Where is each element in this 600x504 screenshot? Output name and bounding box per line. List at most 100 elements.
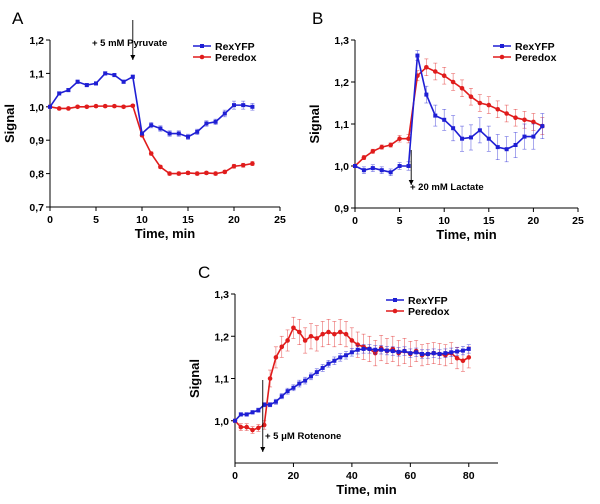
panel-b-y-tick-label: 1,0 xyxy=(334,161,349,173)
panel-c-legend-item-rexyfp: RexYFP xyxy=(386,295,448,307)
panel-a-annotation: + 5 mM Pyruvate xyxy=(92,20,167,60)
panel-a-series-rexyfp-point xyxy=(195,129,200,134)
panel-a-series-peredox-point xyxy=(84,104,90,110)
panel-c-legend-label: RexYFP xyxy=(408,295,448,307)
panel-a-series-rexyfp-point xyxy=(232,103,236,108)
panel-c-series-peredox-point xyxy=(291,325,296,331)
panel-a-x-tick-label: 0 xyxy=(47,214,53,226)
panel-a-series-peredox-point xyxy=(204,170,209,176)
panel-b-series-rexyfp-point xyxy=(468,135,473,140)
panel-a-series-rexyfp-point xyxy=(66,88,71,93)
panel-c-series-rexyfp-point xyxy=(373,347,378,352)
panel-c-series-rexyfp-point xyxy=(238,412,243,417)
panel-c-y-tick-label: 1,2 xyxy=(214,331,229,343)
panel-c-series-peredox-point xyxy=(466,355,472,360)
panel-c-x-axis-title: Time, min xyxy=(336,482,397,497)
panel-c-x-tick-label: 60 xyxy=(404,470,416,482)
panel-c-legend-item-peredox: Peredox xyxy=(386,306,450,318)
panel-b-legend-swatch-marker xyxy=(499,54,505,60)
panel-b-legend-item-peredox: Peredox xyxy=(493,52,557,64)
panel-a-series-rexyfp-point xyxy=(94,81,98,86)
panel-c-series-rexyfp-point xyxy=(332,358,337,363)
panel-c-x-tick-label: 80 xyxy=(463,470,475,482)
panel-a-series-rexyfp-point xyxy=(112,73,117,78)
panel-c-series-rexyfp-point xyxy=(420,351,425,356)
panel-a-series-rexyfp-point xyxy=(149,123,154,128)
panel-c-series-peredox-point xyxy=(460,358,466,364)
panel-b-series-peredox-point xyxy=(379,144,385,150)
panel-c-series-rexyfp-point xyxy=(273,399,278,404)
panel-c-series-rexyfp-point xyxy=(443,351,448,356)
panel-c-annotation: + 5 μM Rotenone xyxy=(260,380,341,452)
panel-b-series-peredox-point xyxy=(504,111,509,116)
panel-b-y-axis-title: Signal xyxy=(307,104,322,143)
panel-c-series-rexyfp-point xyxy=(455,349,460,354)
panel-c-series-rexyfp-point xyxy=(384,348,389,353)
panel-b-x-tick-label: 5 xyxy=(397,215,403,227)
panel-b-series-peredox-point xyxy=(406,136,411,141)
panel-a-series-peredox-point xyxy=(213,171,218,176)
panel-b-series-peredox-point xyxy=(424,65,429,70)
panel-b-series-peredox-point xyxy=(388,142,393,148)
panel-c-series-peredox-point xyxy=(355,342,361,348)
panel-c-series-rexyfp-point xyxy=(268,402,273,407)
panel-a-y-tick-label: 1,1 xyxy=(29,68,44,80)
panel-c-series-peredox-point xyxy=(332,331,337,337)
panel-a-x-tick-label: 25 xyxy=(274,214,286,226)
panel-a-series-peredox-point xyxy=(93,103,99,109)
panel-b-legend-label: RexYFP xyxy=(515,41,555,53)
panel-c-series-peredox-point xyxy=(285,338,290,343)
panel-a-annotation-label: + 5 mM Pyruvate xyxy=(92,38,167,49)
panel-a-series-rexyfp-point xyxy=(213,119,218,124)
panel-c-series-rexyfp-point xyxy=(308,374,313,379)
panel-b-annotation-label: + 20 mM Lactate xyxy=(410,182,484,193)
panel-letter-c: C xyxy=(198,263,210,282)
panel-c-series-peredox-point xyxy=(250,427,255,433)
panel-c-series-peredox-point xyxy=(337,329,343,335)
panel-a-x-tick-label: 5 xyxy=(93,214,99,226)
panel-b-series-rexyfp-point xyxy=(370,166,375,171)
panel-a-x-tick-label: 10 xyxy=(136,214,148,226)
panel-b-y-tick-label: 1,1 xyxy=(334,119,349,131)
panel-b-series-rexyfp-point xyxy=(424,92,429,97)
panel-c-series-rexyfp-point xyxy=(355,347,360,352)
panel-c-legend-label: Peredox xyxy=(408,306,450,318)
panel-c-series-rexyfp-point xyxy=(233,418,237,423)
panel-b-series-rexyfp-point xyxy=(397,164,402,168)
panel-c: C 1,0 1,1 1,2 1,3 0 20 40 60 80 Time, min Signal + … xyxy=(187,263,498,497)
panel-b-y-tick-label: 1,3 xyxy=(334,35,349,47)
panel-b-y-tick-label: 1,2 xyxy=(334,77,349,89)
panel-a-series-rexyfp-point xyxy=(84,83,89,88)
panel-b-series-rexyfp-point xyxy=(513,143,518,147)
panel-b: B 0,9 1,0 1,1 1,2 1,3 0 5 10 15 20 25 Time, min Sign… xyxy=(307,9,584,242)
panel-a-y-tick-label: 0,7 xyxy=(29,202,44,214)
panel-a-series-peredox-point xyxy=(222,169,228,175)
panel-b-series-rexyfp-point xyxy=(379,168,384,173)
panel-c-series-rexyfp-point xyxy=(279,394,284,399)
panel-c-series-peredox-point xyxy=(314,336,320,341)
panel-c-series-peredox-point xyxy=(308,333,314,339)
panel-c-series-rexyfp-point xyxy=(402,349,407,354)
panel-letter-a: A xyxy=(12,9,24,28)
panel-a-series-rexyfp-point xyxy=(250,104,255,109)
panel-a-y-tick-label: 1,2 xyxy=(29,35,44,47)
panel-c-series-peredox xyxy=(232,316,472,434)
panel-a-y-tick-label: 0,9 xyxy=(29,135,44,147)
panel-b-series-rexyfp-point xyxy=(442,117,447,122)
panel-a-legend-swatch-marker xyxy=(200,44,204,48)
panel-a-series-peredox-point xyxy=(250,161,255,166)
panel-c-annotation-arrowhead xyxy=(260,447,266,452)
panel-b-series-peredox-point xyxy=(459,86,465,91)
panel-c-series-rexyfp-point xyxy=(460,348,465,353)
panel-c-series-peredox-point xyxy=(279,344,285,350)
panel-a-legend-label: Peredox xyxy=(215,52,257,64)
panel-a-series-rexyfp-point xyxy=(241,103,246,108)
panel-a-series-rexyfp-point xyxy=(204,121,209,126)
panel-a-series-rexyfp-point xyxy=(121,79,126,84)
panel-b-series-rexyfp-point xyxy=(451,126,456,131)
panel-a-series-peredox-point xyxy=(185,170,191,176)
panel-c-series-peredox-point xyxy=(302,338,308,343)
